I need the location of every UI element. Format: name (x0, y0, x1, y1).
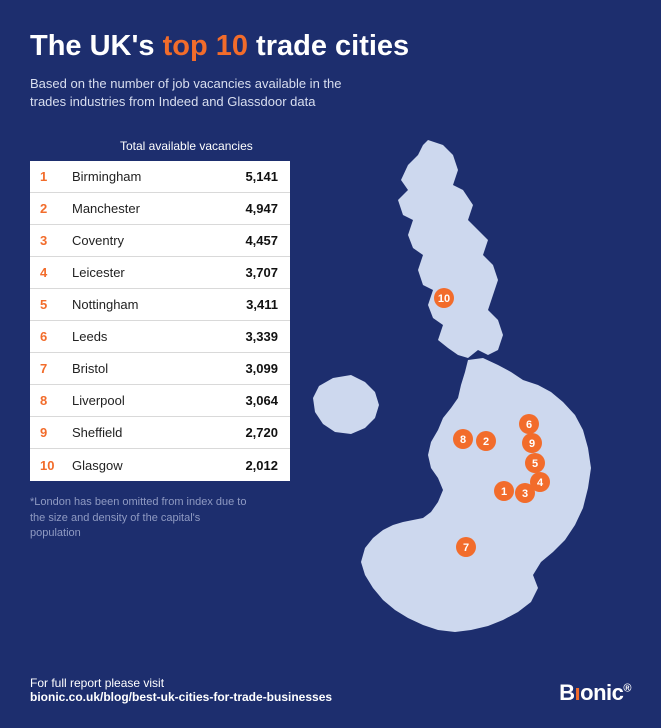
rank-cell: 6 (40, 329, 66, 344)
table-row: 2Manchester4,947 (30, 193, 290, 225)
table-row: 1Birmingham5,141 (30, 161, 290, 193)
rank-cell: 5 (40, 297, 66, 312)
page-title: The UK's top 10 trade cities (30, 30, 631, 63)
map-scotland (398, 140, 503, 358)
table-row: 6Leeds3,339 (30, 321, 290, 353)
rank-cell: 4 (40, 265, 66, 280)
brand-logo: Bıonic® (559, 680, 631, 706)
map-marker-label: 10 (438, 293, 450, 305)
table-row: 9Sheffield2,720 (30, 417, 290, 449)
map-marker-label: 3 (522, 488, 528, 500)
value-cell: 3,339 (245, 329, 278, 344)
city-cell: Leeds (66, 329, 245, 344)
city-cell: Liverpool (66, 393, 245, 408)
value-cell: 5,141 (245, 169, 278, 184)
table-row: 3Coventry4,457 (30, 225, 290, 257)
map-england-wales (361, 358, 591, 632)
value-cell: 3,099 (245, 361, 278, 376)
rank-cell: 2 (40, 201, 66, 216)
city-cell: Glasgow (66, 458, 245, 473)
city-cell: Leicester (66, 265, 245, 280)
value-cell: 3,064 (245, 393, 278, 408)
map-marker-label: 2 (483, 436, 489, 448)
title-prefix: The UK's (30, 30, 163, 62)
subtitle: Based on the number of job vacancies ava… (30, 75, 350, 111)
map-marker-label: 9 (529, 438, 535, 450)
map-northern-ireland (313, 375, 379, 434)
title-suffix: trade cities (248, 30, 409, 62)
footnote: *London has been omitted from index due … (30, 495, 250, 541)
map-marker-label: 4 (537, 477, 544, 489)
logo-rest: onic (580, 680, 623, 705)
table-row: 5Nottingham3,411 (30, 289, 290, 321)
vacancies-table: 1Birmingham5,1412Manchester4,9473Coventr… (30, 161, 290, 481)
city-cell: Bristol (66, 361, 245, 376)
city-cell: Nottingham (66, 297, 246, 312)
city-cell: Sheffield (66, 425, 245, 440)
logo-b: B (559, 680, 574, 705)
value-cell: 4,457 (245, 233, 278, 248)
rank-cell: 7 (40, 361, 66, 376)
registered-icon: ® (623, 683, 631, 695)
value-cell: 2,012 (245, 458, 278, 473)
footer: For full report please visit bionic.co.u… (30, 676, 332, 704)
title-accent: top 10 (163, 30, 248, 62)
rank-cell: 1 (40, 169, 66, 184)
value-cell: 3,411 (246, 297, 278, 312)
map-marker-label: 7 (463, 542, 469, 554)
map-marker-label: 1 (501, 486, 507, 498)
city-cell: Manchester (66, 201, 245, 216)
table-row: 8Liverpool3,064 (30, 385, 290, 417)
table-row: 10Glasgow2,012 (30, 449, 290, 481)
rank-cell: 8 (40, 393, 66, 408)
uk-map: 1 2 34 5 6 7 8 9 10 (283, 130, 643, 650)
city-cell: Coventry (66, 233, 245, 248)
map-marker-label: 5 (532, 458, 538, 470)
rank-cell: 3 (40, 233, 66, 248)
map-marker-label: 8 (460, 434, 466, 446)
map-marker-label: 6 (526, 419, 532, 431)
value-cell: 4,947 (245, 201, 278, 216)
rank-cell: 10 (40, 458, 66, 473)
table-row: 7Bristol3,099 (30, 353, 290, 385)
value-cell: 2,720 (245, 425, 278, 440)
footer-text: For full report please visit (30, 676, 332, 690)
footer-url: bionic.co.uk/blog/best-uk-cities-for-tra… (30, 690, 332, 704)
table-row: 4Leicester3,707 (30, 257, 290, 289)
rank-cell: 9 (40, 425, 66, 440)
value-cell: 3,707 (245, 265, 278, 280)
city-cell: Birmingham (66, 169, 245, 184)
